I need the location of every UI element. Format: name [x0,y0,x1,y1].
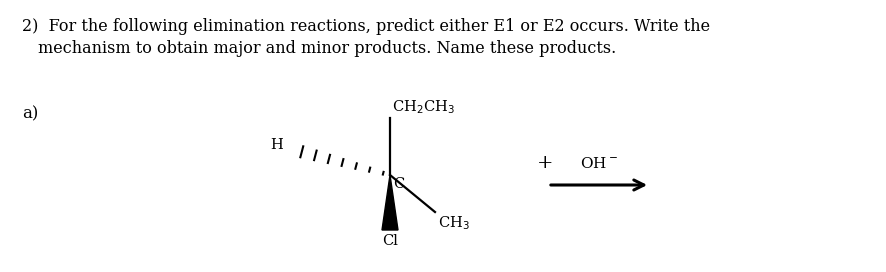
Text: Cl: Cl [382,234,398,248]
Text: CH$_2$CH$_3$: CH$_2$CH$_3$ [392,98,455,116]
Text: a): a) [22,105,38,122]
Text: mechanism to obtain major and minor products. Name these products.: mechanism to obtain major and minor prod… [38,40,617,57]
Text: +: + [537,154,553,172]
Text: OH$^-$: OH$^-$ [580,156,618,171]
Text: CH$_3$: CH$_3$ [438,214,470,232]
Text: H: H [270,138,283,152]
Text: C: C [393,177,404,191]
Text: 2)  For the following elimination reactions, predict either E1 or E2 occurs. Wri: 2) For the following elimination reactio… [22,18,710,35]
Polygon shape [382,175,398,230]
